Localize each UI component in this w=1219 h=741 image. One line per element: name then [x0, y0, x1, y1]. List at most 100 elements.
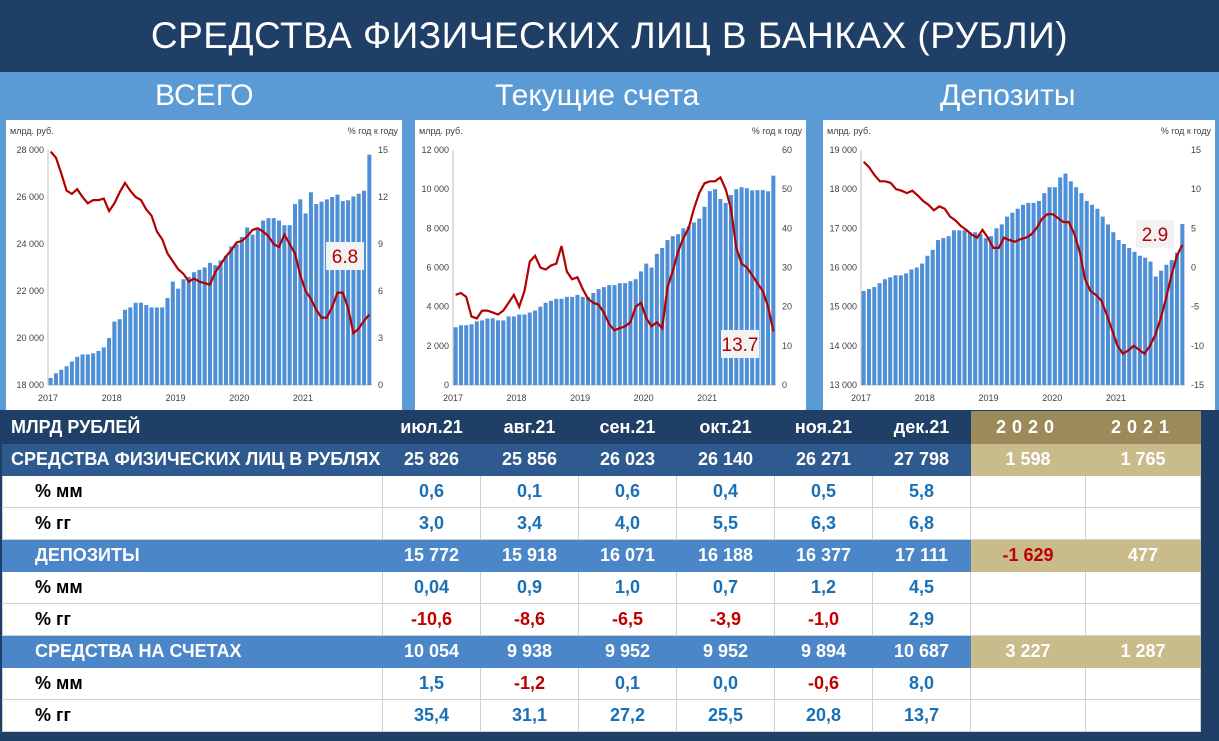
x-tick-label: 2021 — [1106, 393, 1126, 403]
y2-tick-label: 0 — [1191, 263, 1196, 273]
table-cell: 15 772 — [382, 539, 481, 572]
bar — [1132, 251, 1137, 385]
bar — [474, 321, 479, 385]
table-cell: 20,8 — [774, 699, 873, 732]
bar — [612, 285, 617, 385]
bar — [324, 199, 329, 385]
table-cell: 35,4 — [382, 699, 481, 732]
table-row: СРЕДСТВА НА СЧЕТАХ 10 054 9 938 9 952 9 952 9… — [2, 635, 1201, 668]
y2-tick-label: 12 — [378, 192, 388, 202]
bar — [133, 302, 138, 385]
bar — [1063, 173, 1068, 385]
y2-tick-label: -10 — [1191, 341, 1204, 351]
bar — [888, 277, 893, 385]
table-row: СРЕДСТВА ФИЗИЧЕСКИХ ЛИЦ В РУБЛЯХ 25 826 25… — [2, 443, 1201, 476]
table-cell: 9 894 — [774, 635, 873, 668]
y-tick-label: 0 — [444, 380, 449, 390]
bar — [1068, 181, 1073, 385]
year-cell: 477 — [1085, 539, 1201, 572]
bar — [925, 255, 930, 385]
year-cell — [970, 475, 1086, 508]
table-cell: -6,5 — [578, 603, 677, 636]
year-cell: 1 765 — [1085, 443, 1201, 476]
bar — [292, 204, 298, 385]
header-month: ноя.21 — [774, 411, 873, 444]
bar — [261, 220, 266, 385]
table-cell: 5,5 — [676, 507, 775, 540]
bar — [670, 236, 675, 385]
table-cell: 3,4 — [480, 507, 579, 540]
bar — [644, 263, 649, 385]
table-cell: 26 140 — [676, 443, 775, 476]
table-cell: 25 826 — [382, 443, 481, 476]
bar — [138, 302, 143, 385]
table-cell: -3,9 — [676, 603, 775, 636]
table-row: ДЕПОЗИТЫ 15 772 15 918 16 071 16 188 16 377 17… — [2, 539, 1201, 572]
bar — [967, 232, 972, 385]
year-cell — [1085, 699, 1201, 732]
bar — [951, 230, 956, 385]
bar — [197, 269, 202, 385]
bar — [920, 263, 925, 385]
y-tick-label: 10 000 — [421, 184, 449, 194]
bar — [1137, 255, 1142, 385]
x-tick-label: 2017 — [38, 393, 58, 403]
bar — [458, 325, 463, 385]
bar — [559, 298, 564, 385]
bar — [893, 275, 898, 385]
bar — [591, 292, 596, 385]
bar — [527, 312, 532, 385]
bar — [1031, 202, 1036, 385]
yoy-growth-line — [49, 150, 371, 336]
header-month: сен.21 — [578, 411, 677, 444]
bar — [80, 354, 85, 385]
bar — [713, 189, 718, 385]
y-tick-label: 19 000 — [829, 145, 857, 155]
bar — [1084, 200, 1089, 385]
bar — [1090, 204, 1095, 385]
page-title-text: СРЕДСТВА ФИЗИЧЕСКИХ ЛИЦ В БАНКАХ (РУБЛИ) — [150, 15, 1069, 56]
bar — [1020, 204, 1026, 385]
y2-tick-label: 5 — [1191, 223, 1196, 233]
bar — [1042, 193, 1047, 385]
y2-tick-label: 10 — [782, 341, 792, 351]
y2-tick-label: -5 — [1191, 302, 1199, 312]
bar — [351, 196, 356, 385]
bar — [1175, 252, 1180, 385]
bar — [728, 195, 734, 385]
bar — [277, 220, 282, 385]
bar — [1036, 200, 1041, 385]
x-tick-label: 2017 — [443, 393, 463, 403]
y-tick-label: 16 000 — [829, 263, 857, 273]
bar — [898, 275, 903, 385]
bar — [1159, 270, 1164, 385]
bar — [533, 310, 538, 385]
bar — [64, 366, 69, 385]
bar — [490, 318, 495, 385]
bar — [48, 377, 53, 385]
y-tick-label: 15 000 — [829, 302, 857, 312]
bar — [298, 199, 303, 385]
bar — [994, 228, 999, 385]
bar — [623, 283, 628, 385]
bar — [1058, 177, 1063, 385]
bar — [866, 289, 871, 385]
bar — [170, 281, 175, 385]
bar — [75, 356, 80, 385]
y-tick-label: 14 000 — [829, 341, 857, 351]
bar — [935, 240, 941, 385]
bar — [1169, 260, 1174, 385]
bar — [85, 354, 90, 385]
bar — [665, 240, 670, 385]
bar — [681, 228, 686, 385]
bar — [112, 321, 117, 385]
bar — [517, 314, 522, 385]
chart-deposits: млрд. руб. % год к году 13 000 14 000 15 000… — [823, 120, 1215, 410]
table-cell: 13,7 — [872, 699, 971, 732]
bar — [914, 267, 919, 385]
table-cell: 9 952 — [676, 635, 775, 668]
year-cell: 1 287 — [1085, 635, 1201, 668]
annotation-label: 6.8 — [332, 247, 358, 268]
table-cell: 2,9 — [872, 603, 971, 636]
y2-tick-label: 20 — [782, 302, 792, 312]
